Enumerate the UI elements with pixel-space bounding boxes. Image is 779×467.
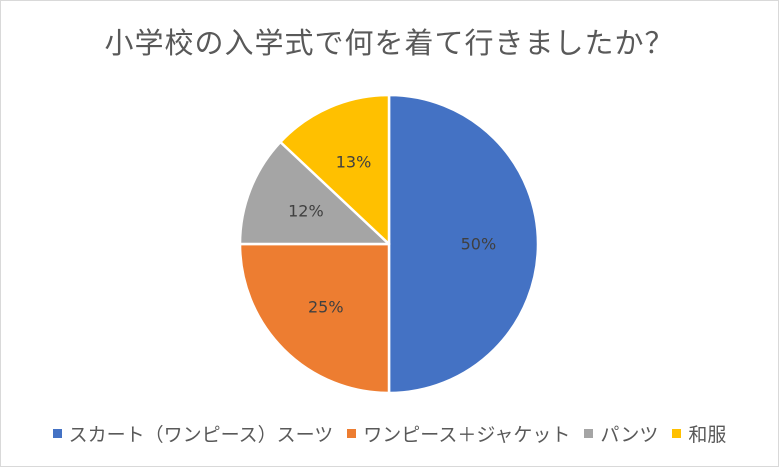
data-label-kimono: 13% [336, 152, 372, 171]
legend-item-onepiece-jacket: ワンピース＋ジャケット [347, 420, 570, 447]
legend-swatch [52, 429, 62, 438]
legend-item-pants: パンツ [584, 420, 658, 447]
data-label-pants: 12% [288, 202, 324, 221]
chart-title: 小学校の入学式で何を着て行きましたか？ [104, 26, 675, 60]
legend-label: スカート（ワンピース）スーツ [68, 424, 334, 446]
legend-label: 和服 [688, 424, 727, 446]
data-label-skirt-suit: 50% [461, 235, 497, 254]
legend-item-skirt-suit: スカート（ワンピース）スーツ [52, 420, 334, 447]
pie-slice-kimono [279, 93, 391, 246]
pie-slice-skirt-suit [387, 93, 540, 395]
pie-slice-onepiece-jacket [238, 242, 391, 395]
legend-item-kimono: 和服 [672, 420, 726, 447]
data-label-onepiece-jacket: 25% [308, 298, 344, 317]
legend-label: ワンピース＋ジャケット [363, 424, 571, 446]
legend-swatch [347, 429, 357, 438]
legend-swatch [584, 429, 594, 438]
legend-swatch [672, 429, 682, 438]
legend: スカート（ワンピース）スーツ ワンピース＋ジャケット パンツ 和服 [0, 420, 779, 447]
legend-label: パンツ [600, 424, 659, 446]
pie-slice-pants [238, 140, 391, 246]
